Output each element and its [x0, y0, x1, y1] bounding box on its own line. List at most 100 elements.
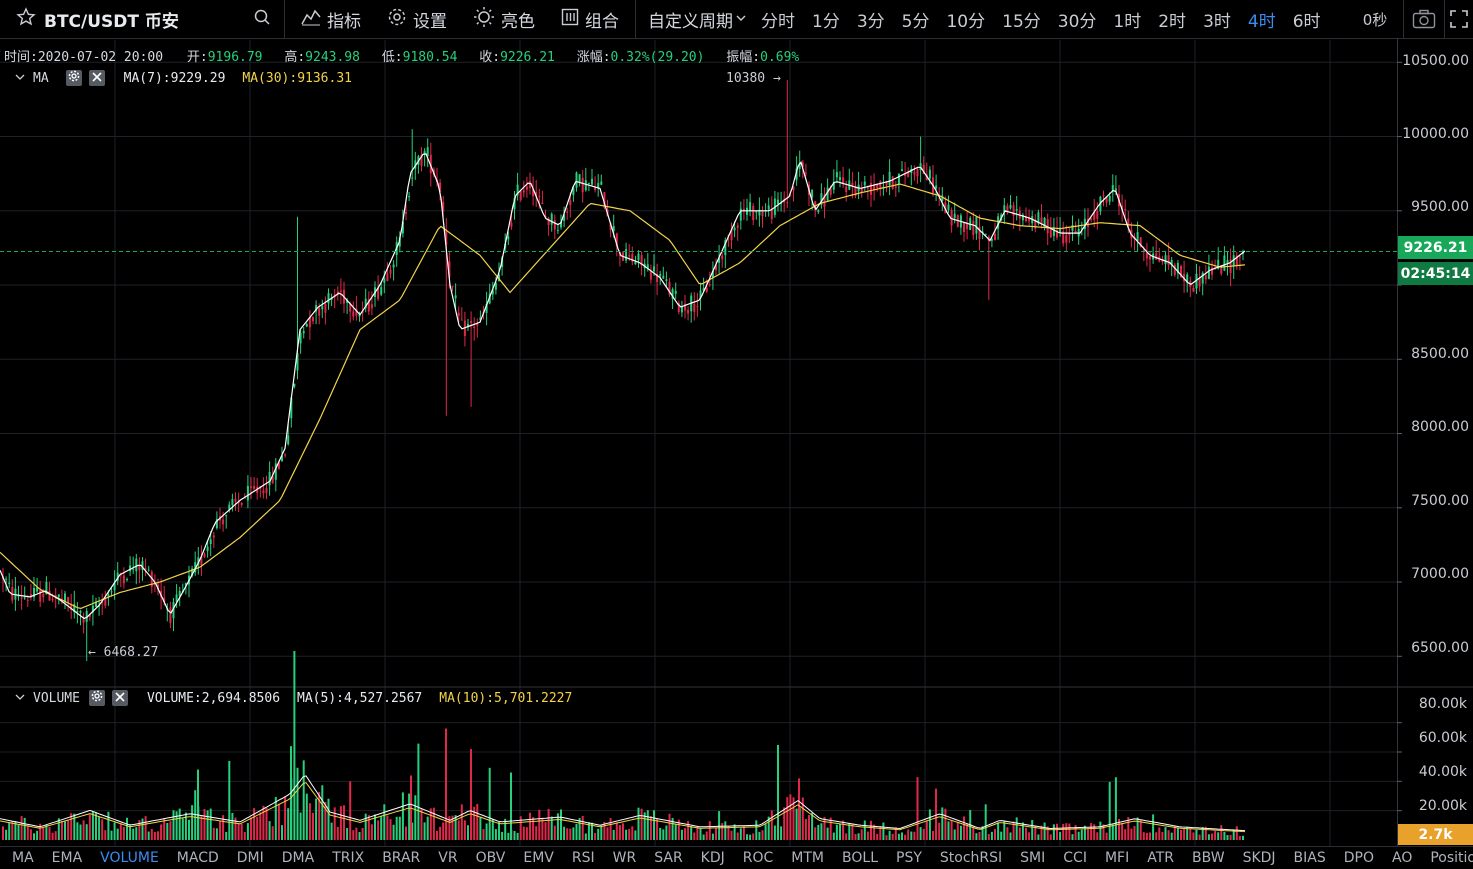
candle-body: [308, 317, 311, 328]
volume-bar: [1003, 820, 1006, 840]
candle-body: [48, 590, 51, 601]
period-tab[interactable]: 1时: [1113, 11, 1142, 32]
volume-bar: [609, 818, 612, 840]
volume-bar: [826, 827, 829, 840]
candle-body: [584, 180, 587, 191]
candlestick-chart[interactable]: [0, 0, 1473, 846]
indicator-tab-obv[interactable]: OBV: [475, 850, 506, 866]
volume-bar: [817, 824, 820, 840]
volume-bar: [773, 825, 776, 840]
collapse-volume-icon[interactable]: [14, 691, 26, 706]
indicator-tab-smi[interactable]: SMI: [1020, 850, 1046, 866]
volume-bar: [395, 816, 398, 840]
indicator-tab-dma[interactable]: DMA: [281, 850, 315, 866]
volume-bar: [615, 822, 618, 840]
indicator-tab-mtm[interactable]: MTM: [791, 850, 825, 866]
ma-close-button[interactable]: [88, 70, 105, 86]
indicator-tab-ma[interactable]: MA: [12, 850, 34, 866]
candle-body: [485, 303, 488, 313]
indicator-tab-ema[interactable]: EMA: [51, 850, 83, 866]
volume-bar: [842, 820, 845, 840]
indicator-tab-bias[interactable]: BIAS: [1293, 850, 1326, 866]
volume-bar: [631, 826, 634, 840]
period-tab[interactable]: 1分: [812, 11, 840, 32]
indicator-tab-bbw[interactable]: BBW: [1192, 850, 1225, 866]
indicator-tab-skdj[interactable]: SKDJ: [1242, 850, 1276, 866]
candle-body: [429, 154, 432, 174]
settings-button[interactable]: 设置: [387, 6, 447, 33]
change-value: 0.32%(29.20): [610, 50, 705, 65]
volume-bar: [460, 804, 463, 840]
indicator-tab-macd[interactable]: MACD: [176, 850, 219, 866]
indicator-tab-boll[interactable]: BOLL: [842, 850, 878, 866]
indicator-tab-emv[interactable]: EMV: [523, 850, 554, 866]
candle-body: [1170, 260, 1173, 266]
volume-bar: [566, 828, 569, 840]
indicator-tab-volume[interactable]: VOLUME: [100, 850, 159, 866]
indicator-tab-ao[interactable]: AO: [1392, 850, 1413, 866]
candle-body: [1043, 217, 1046, 228]
volume-bar: [972, 826, 975, 840]
volume-bar: [857, 833, 860, 840]
theme-button[interactable]: 亮色: [473, 6, 535, 33]
camera-icon[interactable]: [1404, 9, 1444, 29]
period-tab[interactable]: 3分: [856, 11, 885, 32]
period-tab[interactable]: 10分: [946, 11, 986, 32]
period-tab[interactable]: 3时: [1203, 11, 1231, 32]
volume-bar: [122, 827, 125, 840]
indicator-tab-brar[interactable]: BRAR: [382, 850, 421, 866]
search-button[interactable]: [248, 8, 276, 30]
candle-body: [1124, 208, 1127, 210]
volume-bar: [408, 793, 411, 840]
period-tab[interactable]: 2时: [1158, 11, 1187, 32]
indicator-tab-dpo[interactable]: DPO: [1343, 850, 1374, 866]
indicator-tab-sar[interactable]: SAR: [654, 850, 683, 866]
candle-body: [975, 216, 978, 234]
custom-period-dropdown[interactable]: 自定义周期: [648, 7, 747, 32]
indicator-tab-trix[interactable]: TRIX: [332, 850, 365, 866]
layout-button[interactable]: 组合: [561, 6, 619, 33]
indicator-tab-mfi[interactable]: MFI: [1104, 850, 1130, 866]
candle-body: [950, 209, 953, 226]
volume-bar: [1198, 834, 1201, 840]
period-tab[interactable]: 5分: [901, 11, 930, 32]
candle-body: [122, 575, 125, 584]
star-icon[interactable]: [16, 6, 36, 32]
period-tab[interactable]: 15分: [1002, 11, 1041, 32]
volume-bar: [1186, 826, 1189, 840]
candle-body: [1173, 264, 1176, 276]
volume-bar: [234, 817, 237, 840]
indicator-tab-rsi[interactable]: RSI: [571, 850, 595, 866]
indicator-tab-dmi[interactable]: DMI: [236, 850, 264, 866]
volume-bar: [783, 807, 786, 840]
indicator-tab-wr[interactable]: WR: [612, 850, 637, 866]
indicator-tab-psy[interactable]: PSY: [896, 850, 922, 866]
period-tab-active[interactable]: 4时: [1247, 11, 1276, 32]
collapse-ma-icon[interactable]: [14, 71, 26, 86]
symbol-selector[interactable]: BTC/USDT 币安: [0, 6, 248, 32]
volume-bar: [705, 831, 708, 840]
indicator-tab-stochrsi[interactable]: StochRSI: [939, 850, 1003, 866]
indicator-tab-vr[interactable]: VR: [438, 850, 458, 866]
volume-settings-button[interactable]: [88, 690, 105, 706]
candle-body: [953, 213, 956, 219]
candle-body: [33, 587, 35, 598]
volume-bar: [829, 817, 832, 840]
candle-body: [315, 305, 318, 312]
period-tab[interactable]: 分时: [761, 11, 795, 32]
indicator-tab-cci[interactable]: CCI: [1063, 850, 1087, 866]
indicator-tab-roc[interactable]: ROC: [742, 850, 774, 866]
volume-bar: [808, 815, 810, 840]
indicator-tab-position[interactable]: Position: [1430, 850, 1473, 866]
period-tab[interactable]: 30分: [1057, 11, 1097, 32]
ma-settings-button[interactable]: [65, 70, 82, 86]
volume-bar: [228, 760, 231, 840]
candle-body: [228, 504, 231, 510]
indicator-tab-kdj[interactable]: KDJ: [700, 850, 725, 866]
indicators-button[interactable]: 指标: [301, 6, 361, 33]
volume-close-button[interactable]: [111, 690, 128, 706]
indicator-tab-atr[interactable]: ATR: [1147, 850, 1174, 866]
fullscreen-icon[interactable]: [1445, 10, 1473, 28]
period-tab[interactable]: 6时: [1292, 11, 1321, 32]
volume-bar: [628, 828, 631, 840]
